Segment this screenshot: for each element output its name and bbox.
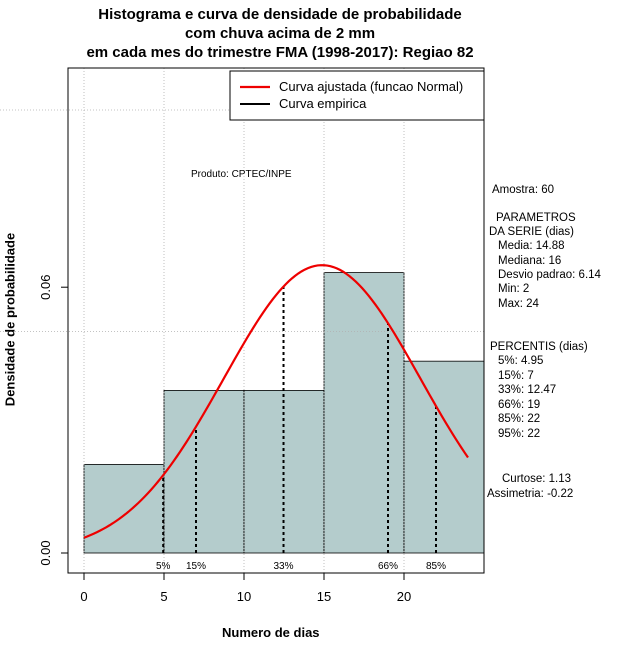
- stat-p66: 66%: 19: [498, 399, 541, 411]
- x-tick-label: 0: [80, 589, 87, 604]
- stat-desvio: Desvio padrao: 6.14: [498, 269, 601, 281]
- stat-mediana: Mediana: 16: [498, 255, 562, 267]
- stat-p95: 95%: 22: [498, 428, 541, 440]
- percentile-label: 66%: [378, 561, 398, 572]
- stat-amostra: Amostra: 60: [492, 184, 554, 196]
- stat-p5: 5%: 4.95: [498, 355, 544, 367]
- stat-min: Min: 2: [498, 283, 530, 295]
- stat-percentis-header: PERCENTIS (dias): [490, 341, 588, 353]
- histogram-bar: [163, 390, 245, 554]
- y-tick-label: 0.06: [38, 275, 53, 300]
- stat-assimetria: Assimetria: -0.22: [487, 488, 574, 500]
- fitted-normal-curve: [83, 264, 469, 539]
- percentile-label: 85%: [426, 561, 446, 572]
- plot-frame: [67, 67, 485, 574]
- x-tick-label: 15: [317, 589, 331, 604]
- histogram-bar: [83, 463, 165, 554]
- legend-fitted-label: Curva ajustada (funcao Normal): [279, 79, 463, 94]
- stat-max: Max: 24: [498, 298, 539, 310]
- x-tick-label: 20: [397, 589, 411, 604]
- y-axis-title: Densidade de probabilidade: [2, 232, 18, 407]
- histogram-bar: [403, 360, 485, 554]
- percentile-label: 33%: [274, 561, 294, 572]
- stat-p15: 15%: 7: [498, 370, 534, 382]
- x-tick-label: 5: [160, 589, 167, 604]
- credit-text: Produto: CPTEC/INPE: [191, 169, 292, 180]
- percentile-label: 5%: [156, 561, 171, 572]
- x-tick-label: 10: [237, 589, 251, 604]
- stat-media: Media: 14.88: [498, 240, 565, 252]
- legend-box: [229, 70, 485, 121]
- y-tick-label: 0.00: [38, 540, 53, 565]
- legend-empirical-label: Curva empirica: [279, 96, 367, 111]
- chart-title-line-3: em cada mes do trimestre FMA (1998-2017)…: [86, 44, 474, 61]
- stat-params-header-1: PARAMETROS: [496, 212, 576, 224]
- histogram-bar: [323, 272, 405, 554]
- histogram-bar: [243, 390, 325, 554]
- x-axis-title: Numero de dias: [222, 625, 320, 640]
- stat-p33: 33%: 12.47: [498, 384, 557, 396]
- chart-title-line-1: Histograma e curva de densidade de proba…: [98, 6, 462, 23]
- percentile-label: 15%: [186, 561, 206, 572]
- stat-p85: 85%: 22: [498, 413, 541, 425]
- stat-curtose: Curtose: 1.13: [502, 473, 572, 485]
- stat-params-header-2: DA SERIE (dias): [489, 226, 574, 238]
- chart-title-line-2: com chuva acima de 2 mm: [184, 25, 376, 42]
